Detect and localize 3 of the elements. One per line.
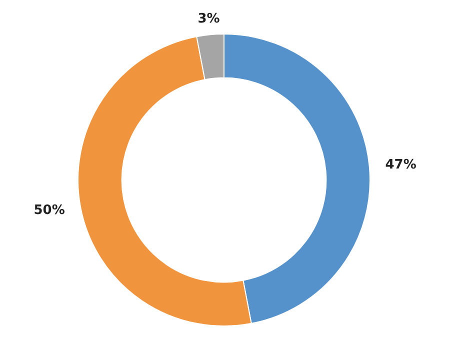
data-label: 50% [34, 202, 65, 218]
data-label: 3% [198, 11, 220, 26]
data-label: 47% [385, 157, 416, 172]
